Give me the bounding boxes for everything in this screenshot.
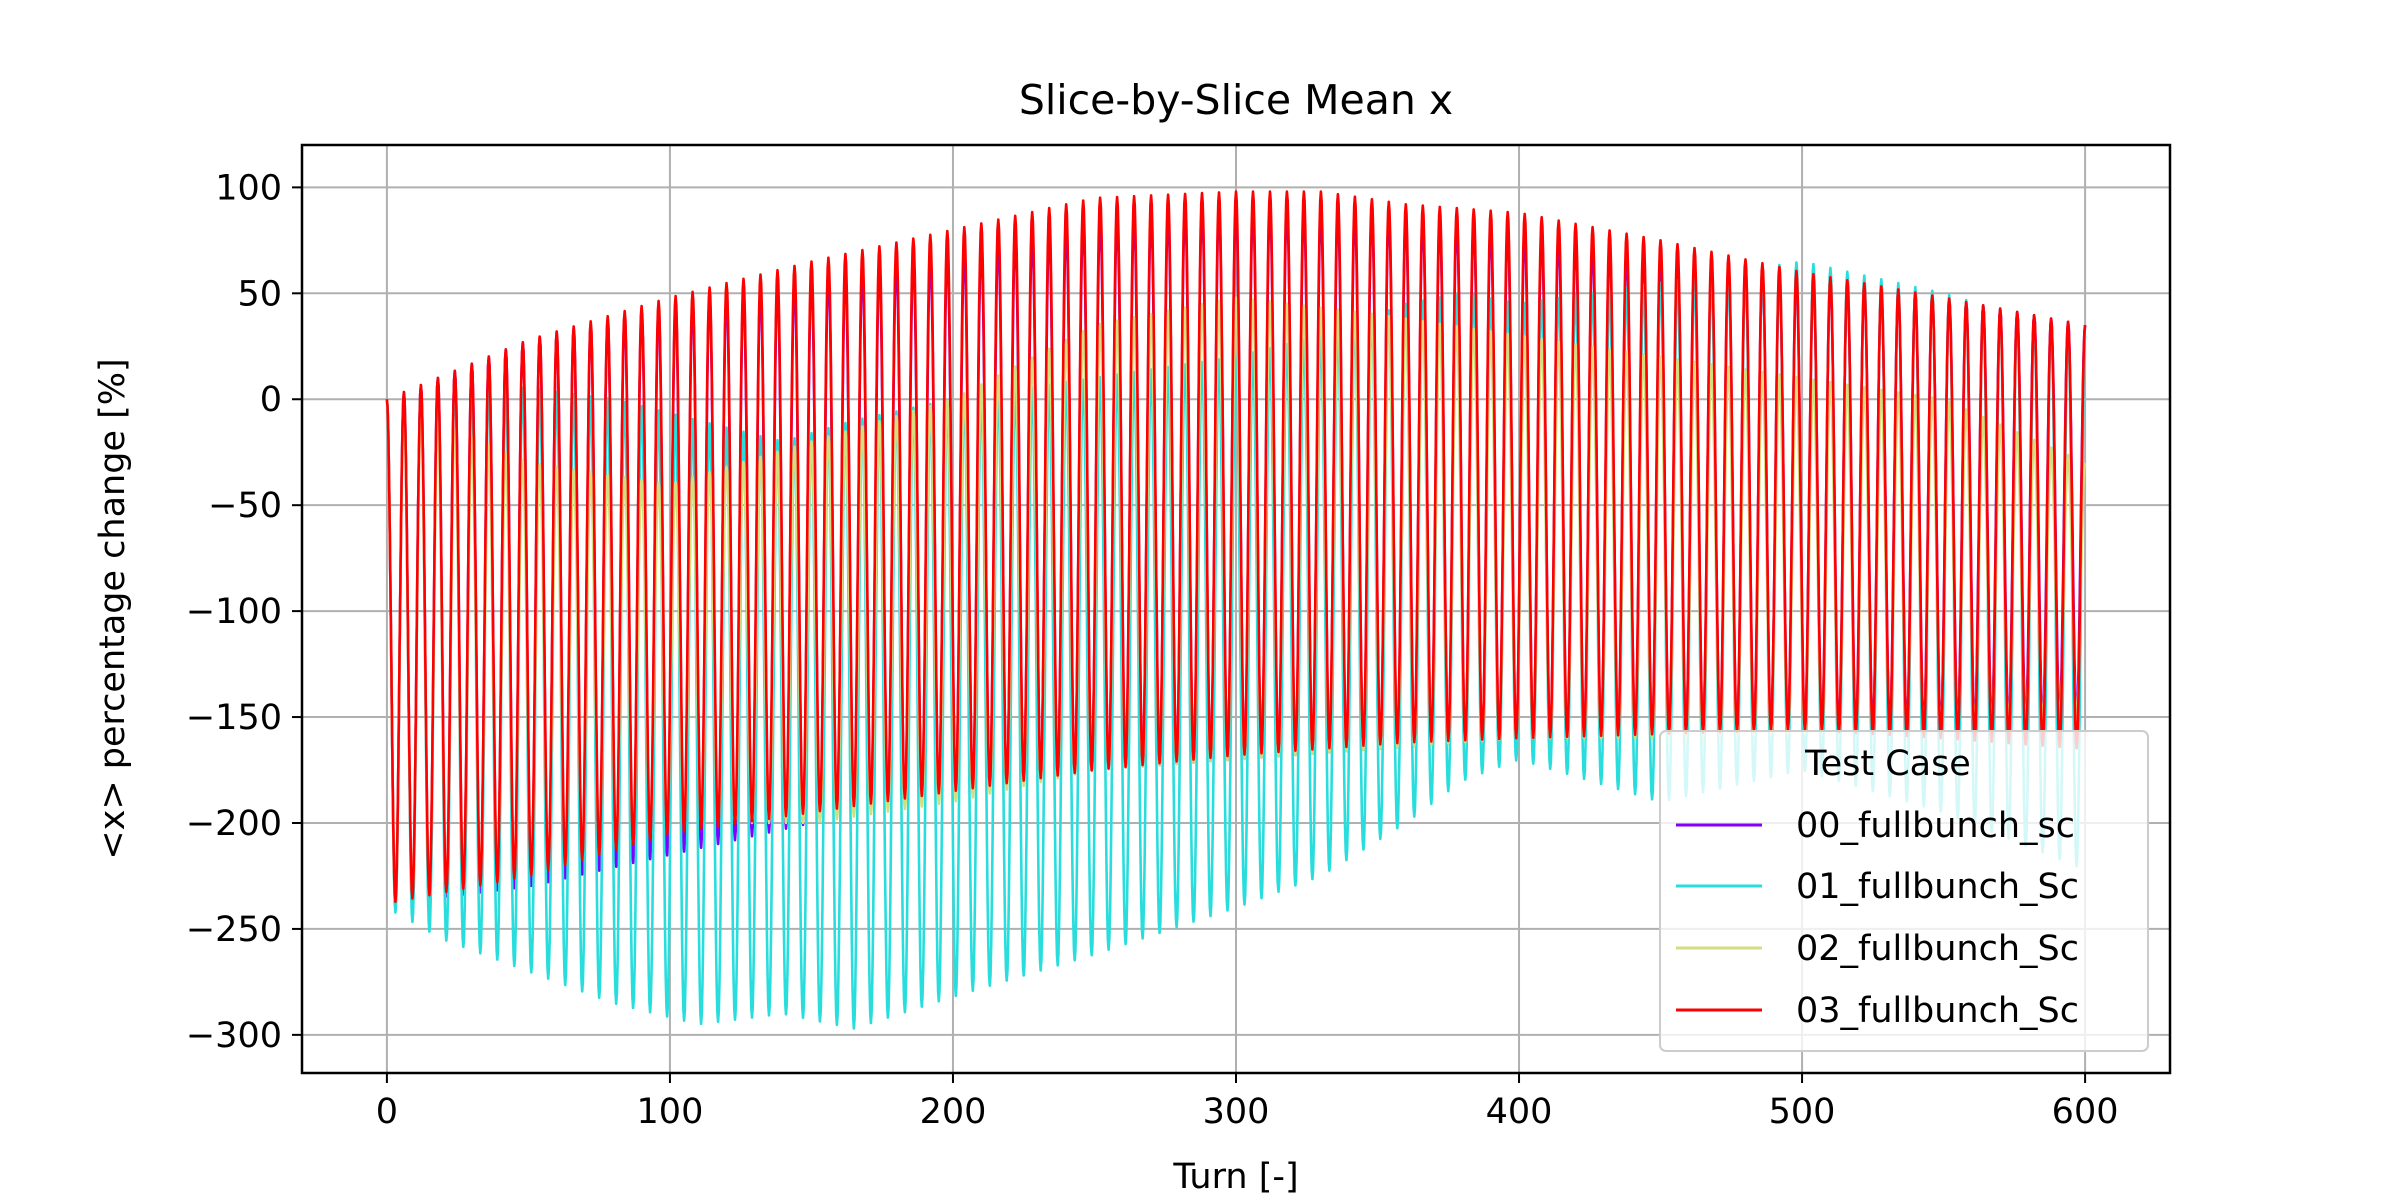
series-line-03 <box>385 190 2087 904</box>
y-tick-label: 50 <box>237 274 282 314</box>
legend-label-00: 00_fullbunch_sc <box>1796 806 2075 846</box>
series-lines <box>385 190 2087 1030</box>
y-tick-label: −150 <box>186 698 282 738</box>
y-tick-label: −50 <box>208 486 282 526</box>
x-tick-label: 600 <box>2052 1092 2119 1132</box>
legend: Test Case 00_fullbunch_sc 01_fullbunch_S… <box>1659 730 2149 1052</box>
x-tick-label: 400 <box>1486 1092 1553 1132</box>
legend-label-03: 03_fullbunch_Sc <box>1796 991 2079 1031</box>
y-tick-label: 0 <box>260 380 282 420</box>
y-tick-label: −200 <box>186 804 282 844</box>
x-tick-label: 0 <box>376 1092 398 1132</box>
y-tick-label: 100 <box>215 168 282 208</box>
x-tick-label: 100 <box>637 1092 704 1132</box>
legend-label-01: 01_fullbunch_Sc <box>1796 867 2079 907</box>
x-tick-label: 500 <box>1769 1092 1836 1132</box>
x-axis-title: Turn [-] <box>1172 1157 1298 1197</box>
y-axis-title: <x> percentage change [%] <box>93 358 133 859</box>
chart-title: Slice-by-Slice Mean x <box>1019 76 1453 124</box>
y-tick-label: −300 <box>186 1016 282 1056</box>
axis-ticks: 0 100 200 300 400 500 600100500−50−100−150−200… <box>186 168 2119 1132</box>
legend-label-02: 02_fullbunch_Sc <box>1796 929 2079 969</box>
y-tick-label: −250 <box>186 910 282 950</box>
legend-box <box>1659 730 2149 1052</box>
x-tick-label: 300 <box>1203 1092 1270 1132</box>
legend-title: Test Case <box>1804 744 1971 784</box>
x-tick-label: 200 <box>920 1092 987 1132</box>
y-tick-label: −100 <box>186 592 282 632</box>
